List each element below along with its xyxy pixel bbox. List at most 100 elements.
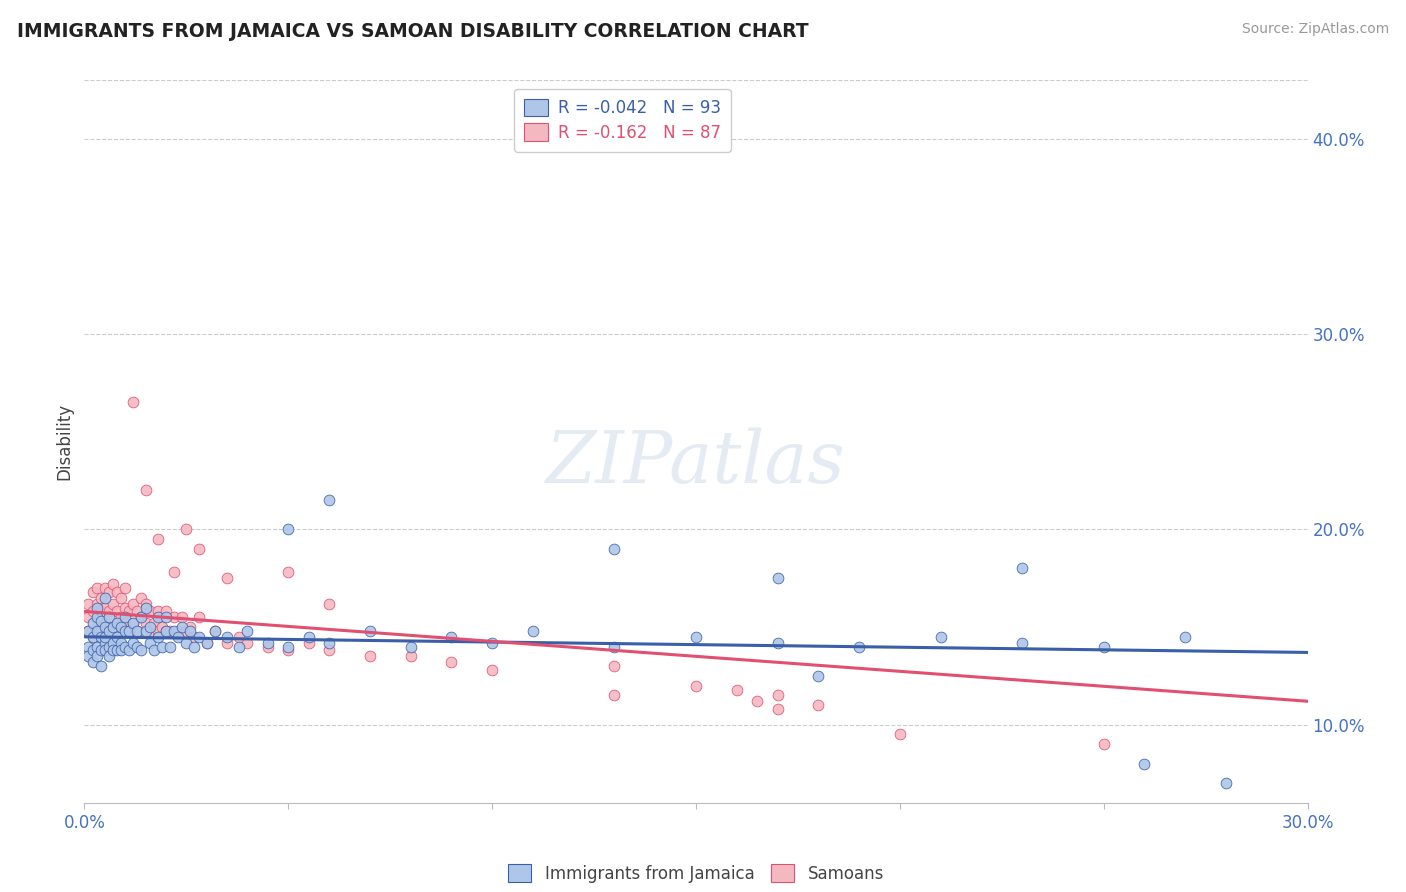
Point xyxy=(135,624,157,638)
Point xyxy=(685,630,707,644)
Point xyxy=(86,581,108,595)
Point xyxy=(603,541,626,556)
Point xyxy=(138,635,160,649)
Point xyxy=(114,616,136,631)
Point xyxy=(138,604,160,618)
Point xyxy=(603,689,626,703)
Point xyxy=(90,659,112,673)
Point xyxy=(77,624,100,638)
Point xyxy=(174,624,197,638)
Point xyxy=(105,604,128,618)
Point xyxy=(318,493,340,508)
Point xyxy=(277,566,299,580)
Point xyxy=(97,624,120,638)
Point xyxy=(150,640,173,654)
Point xyxy=(929,630,952,644)
Point xyxy=(142,643,165,657)
Point xyxy=(131,610,153,624)
Point xyxy=(236,635,259,649)
Point xyxy=(135,483,157,498)
Point xyxy=(807,698,830,713)
Point xyxy=(101,643,124,657)
Point xyxy=(217,635,239,649)
Point xyxy=(90,604,112,618)
Point xyxy=(93,616,115,631)
Point xyxy=(93,620,115,634)
Y-axis label: Disability: Disability xyxy=(55,403,73,480)
Point xyxy=(228,640,250,654)
Point xyxy=(93,635,115,649)
Point xyxy=(172,610,194,624)
Point xyxy=(127,624,149,638)
Point xyxy=(146,630,169,644)
Point xyxy=(167,630,190,644)
Point xyxy=(86,624,108,638)
Point xyxy=(155,624,177,638)
Point xyxy=(135,600,157,615)
Point xyxy=(122,597,145,611)
Point xyxy=(217,630,239,644)
Point xyxy=(522,624,544,638)
Point xyxy=(146,624,169,638)
Point xyxy=(110,643,132,657)
Point xyxy=(114,581,136,595)
Point xyxy=(86,600,108,615)
Point xyxy=(86,649,108,664)
Point xyxy=(82,643,104,657)
Point xyxy=(86,620,108,634)
Point xyxy=(82,630,104,644)
Point xyxy=(142,616,165,631)
Point xyxy=(1133,756,1156,771)
Point xyxy=(118,624,141,638)
Point xyxy=(603,640,626,654)
Point xyxy=(110,591,132,605)
Point xyxy=(848,640,870,654)
Text: IMMIGRANTS FROM JAMAICA VS SAMOAN DISABILITY CORRELATION CHART: IMMIGRANTS FROM JAMAICA VS SAMOAN DISABI… xyxy=(17,22,808,41)
Point xyxy=(179,620,201,634)
Point xyxy=(105,624,128,638)
Point xyxy=(97,610,120,624)
Point xyxy=(440,630,463,644)
Point xyxy=(82,655,104,669)
Point xyxy=(77,624,100,638)
Text: Source: ZipAtlas.com: Source: ZipAtlas.com xyxy=(1241,22,1389,37)
Point xyxy=(172,620,194,634)
Point xyxy=(889,727,911,741)
Point xyxy=(1011,561,1033,575)
Point xyxy=(481,635,503,649)
Point xyxy=(127,604,149,618)
Point xyxy=(105,616,128,631)
Point xyxy=(110,610,132,624)
Point xyxy=(167,624,190,638)
Point xyxy=(114,600,136,615)
Point xyxy=(114,640,136,654)
Point xyxy=(155,610,177,624)
Point xyxy=(603,659,626,673)
Point xyxy=(183,630,205,644)
Point xyxy=(118,624,141,638)
Point xyxy=(1011,635,1033,649)
Point xyxy=(399,649,422,664)
Point xyxy=(118,643,141,657)
Point xyxy=(77,610,100,624)
Point xyxy=(318,643,340,657)
Point xyxy=(685,679,707,693)
Point xyxy=(77,649,100,664)
Point xyxy=(183,640,205,654)
Point xyxy=(138,624,160,638)
Point xyxy=(195,635,218,649)
Point xyxy=(114,624,136,638)
Point xyxy=(131,643,153,657)
Point xyxy=(105,630,128,644)
Point xyxy=(93,600,115,615)
Point xyxy=(135,616,157,631)
Point xyxy=(204,624,226,638)
Point xyxy=(122,616,145,631)
Point xyxy=(131,610,153,624)
Point xyxy=(155,624,177,638)
Point xyxy=(131,591,153,605)
Point xyxy=(101,597,124,611)
Point xyxy=(101,620,124,634)
Point xyxy=(105,585,128,599)
Point xyxy=(77,640,100,654)
